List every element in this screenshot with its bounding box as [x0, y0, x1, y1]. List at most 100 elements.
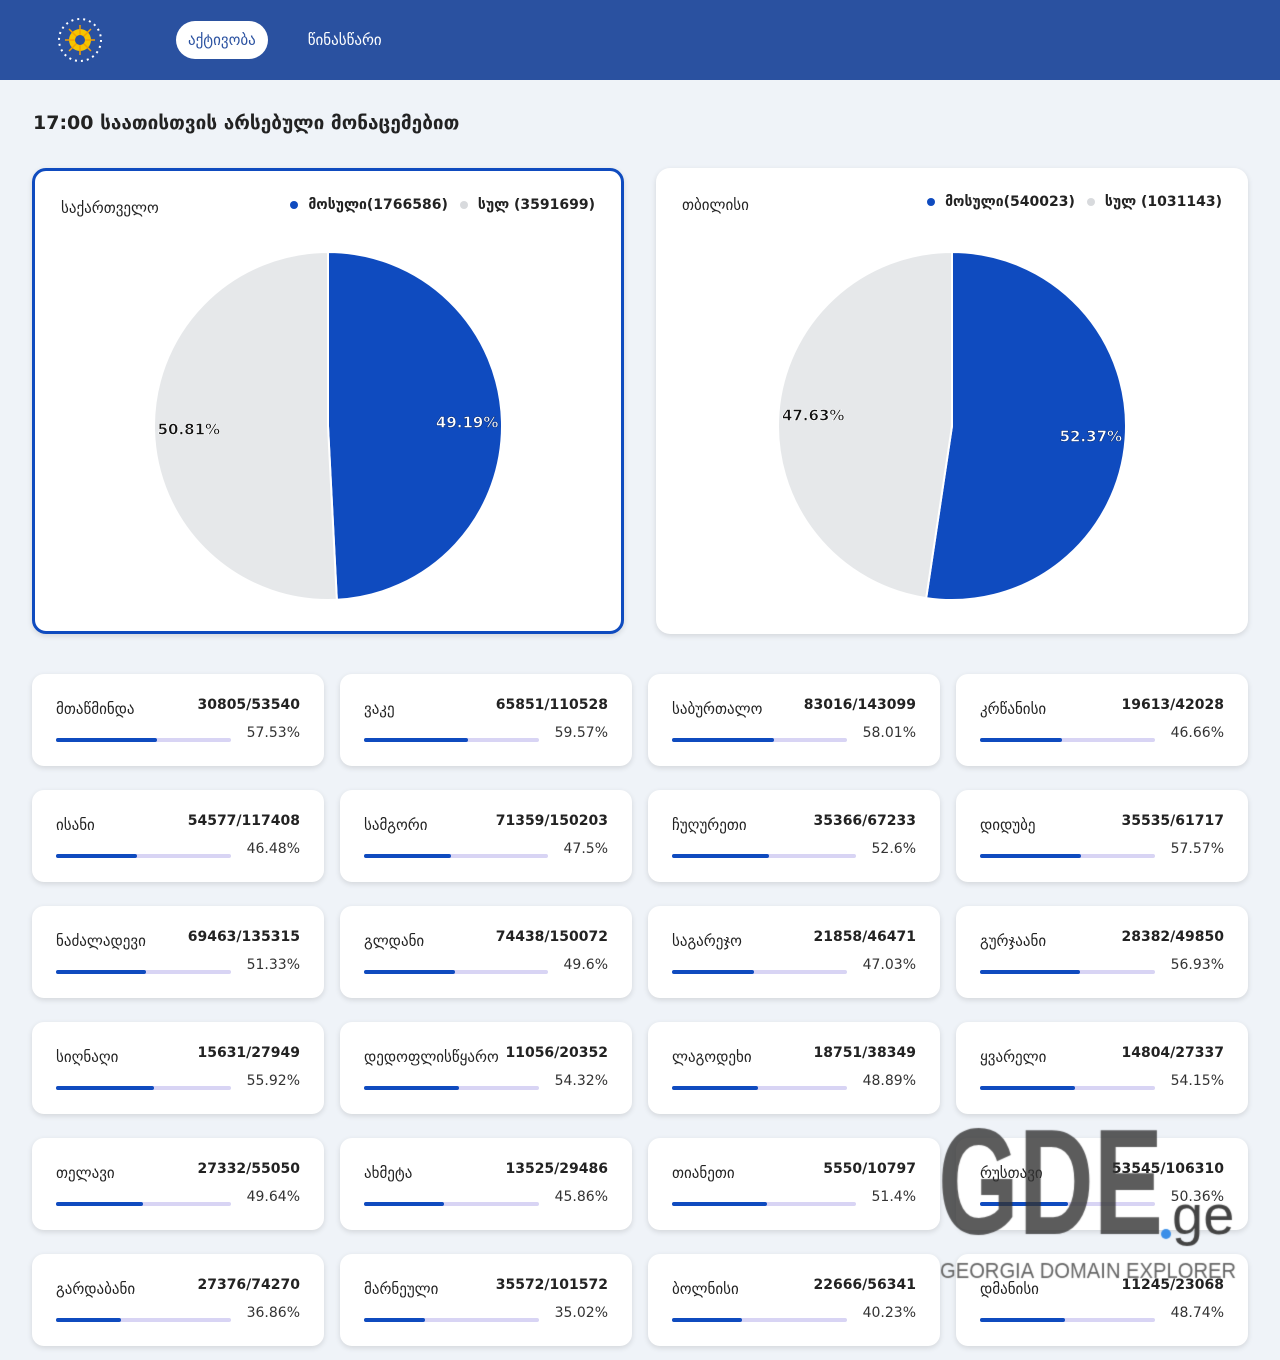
district-count: 11245/23068	[1121, 1277, 1224, 1293]
district-card[interactable]: ყვარელი 14804/27337 54.15%	[956, 1022, 1248, 1114]
district-count: 14804/27337	[1121, 1045, 1224, 1061]
pie-slice-label: 50.81%	[158, 421, 220, 439]
progress-bar	[980, 1202, 1155, 1206]
progress-fill	[980, 854, 1081, 858]
progress-bar	[672, 1318, 847, 1322]
legend-total[interactable]: სულ (1031143)	[1086, 194, 1222, 210]
district-header: რუსთავი 53545/106310	[980, 1161, 1224, 1182]
district-count: 18751/38349	[813, 1045, 916, 1061]
progress-fill	[672, 1318, 743, 1322]
district-card[interactable]: ჩუღურეთი 35366/67233 52.6%	[648, 790, 940, 882]
district-card[interactable]: გლდანი 74438/150072 49.6%	[340, 906, 632, 998]
district-percent: 57.53%	[246, 725, 300, 741]
district-header: ლაგოდეხი 18751/38349	[672, 1045, 916, 1066]
district-percent: 47.5%	[563, 841, 608, 857]
progress-fill	[980, 1086, 1075, 1090]
district-count: 69463/135315	[187, 929, 300, 945]
district-name: ვაკე	[364, 700, 395, 718]
district-name: კრწანისი	[980, 700, 1047, 718]
district-count: 35366/67233	[813, 813, 916, 829]
district-percent: 40.23%	[862, 1305, 916, 1321]
district-card[interactable]: კრწანისი 19613/42028 46.66%	[956, 674, 1248, 766]
pie-title: თბილისი	[682, 196, 749, 214]
district-count: 15631/27949	[197, 1045, 300, 1061]
district-header: ვაკე 65851/110528	[364, 697, 608, 718]
district-card[interactable]: ბოლნისი 22666/56341 40.23%	[648, 1254, 940, 1346]
district-card[interactable]: ვაკე 65851/110528 59.57%	[340, 674, 632, 766]
district-card[interactable]: რუსთავი 53545/106310 50.36%	[956, 1138, 1248, 1230]
legend-total[interactable]: სულ (3591699)	[459, 197, 595, 213]
district-card[interactable]: ნაძალადევი 69463/135315 51.33%	[32, 906, 324, 998]
progress-bar	[56, 1202, 231, 1206]
district-card[interactable]: გარდაბანი 27376/74270 36.86%	[32, 1254, 324, 1346]
tab-activity[interactable]: აქტივობა	[176, 21, 268, 59]
district-name: ლაგოდეხი	[672, 1048, 752, 1066]
legend-arrived[interactable]: მოსული(1766586)	[290, 197, 448, 213]
district-card[interactable]: სიღნაღი 15631/27949 55.92%	[32, 1022, 324, 1114]
district-header: გლდანი 74438/150072	[364, 929, 608, 950]
district-card[interactable]: სამგორი 71359/150203 47.5%	[340, 790, 632, 882]
district-card[interactable]: თიანეთი 5550/10797 51.4%	[648, 1138, 940, 1230]
district-card[interactable]: დედოფლისწყარო 11056/20352 54.32%	[340, 1022, 632, 1114]
tab-preliminary[interactable]: წინასწარი	[307, 31, 382, 49]
progress-fill	[56, 1202, 143, 1206]
progress-fill	[980, 970, 1080, 974]
district-name: ახმეტა	[364, 1164, 413, 1182]
district-card[interactable]: საგარეჯო 21858/46471 47.03%	[648, 906, 940, 998]
district-name: გარდაბანი	[56, 1280, 136, 1298]
district-card[interactable]: საბურთალო 83016/143099 58.01%	[648, 674, 940, 766]
page-title: 17:00 საათისთვის არსებული მონაცემებით	[33, 112, 460, 134]
progress-fill	[364, 1086, 460, 1090]
progress-bar	[56, 1086, 231, 1090]
district-card[interactable]: მარნეული 35572/101572 35.02%	[340, 1254, 632, 1346]
district-card[interactable]: მთაწმინდა 30805/53540 57.53%	[32, 674, 324, 766]
pie-card-georgia[interactable]: საქართველო მოსული(1766586) სულ (3591699)…	[32, 168, 624, 634]
district-percent: 52.6%	[871, 841, 916, 857]
pie-slice-label: 52.37%	[1060, 427, 1122, 445]
district-name: დედოფლისწყარო	[364, 1048, 499, 1066]
district-card[interactable]: ისანი 54577/117408 46.48%	[32, 790, 324, 882]
progress-bar	[980, 1086, 1155, 1090]
pie-card-tbilisi[interactable]: თბილისი მოსული(540023) სულ (1031143) 52.…	[656, 168, 1248, 634]
district-card[interactable]: გურჯაანი 28382/49850 56.93%	[956, 906, 1248, 998]
progress-bar	[672, 1202, 856, 1206]
cec-logo[interactable]	[56, 16, 104, 64]
district-card[interactable]: დმანისი 11245/23068 48.74%	[956, 1254, 1248, 1346]
district-count: 13525/29486	[505, 1161, 608, 1177]
district-name: სიღნაღი	[56, 1048, 119, 1066]
progress-fill	[672, 1202, 767, 1206]
progress-bar	[364, 1202, 539, 1206]
progress-fill	[56, 970, 146, 974]
district-header: სიღნაღი 15631/27949	[56, 1045, 300, 1066]
district-header: დედოფლისწყარო 11056/20352	[364, 1045, 608, 1066]
progress-bar	[672, 854, 856, 858]
district-card[interactable]: დიდუბე 35535/61717 57.57%	[956, 790, 1248, 882]
district-count: 5550/10797	[823, 1161, 916, 1177]
district-percent: 49.6%	[563, 957, 608, 973]
pie-slice[interactable]	[327, 250, 504, 601]
district-percent: 49.64%	[246, 1189, 300, 1205]
district-count: 53545/106310	[1111, 1161, 1224, 1177]
progress-bar	[980, 970, 1155, 974]
progress-bar	[56, 1318, 231, 1322]
district-name: დიდუბე	[980, 816, 1036, 834]
district-header: თიანეთი 5550/10797	[672, 1161, 916, 1182]
district-name: რუსთავი	[980, 1164, 1043, 1182]
pie-slice-label: 49.19%	[436, 413, 498, 431]
district-count: 74438/150072	[495, 929, 608, 945]
progress-bar	[980, 854, 1155, 858]
district-count: 28382/49850	[1121, 929, 1224, 945]
pie-slice-label: 47.63%	[782, 407, 844, 425]
district-count: 19613/42028	[1121, 697, 1224, 713]
pie-slice[interactable]	[777, 250, 953, 600]
district-card[interactable]: თელავი 27332/55050 49.64%	[32, 1138, 324, 1230]
district-card[interactable]: ლაგოდეხი 18751/38349 48.89%	[648, 1022, 940, 1114]
progress-fill	[56, 854, 138, 858]
pie-slice[interactable]	[925, 250, 1127, 601]
district-percent: 54.32%	[554, 1073, 608, 1089]
district-header: მთაწმინდა 30805/53540	[56, 697, 300, 718]
legend-arrived[interactable]: მოსული(540023)	[927, 194, 1075, 210]
pie-slice[interactable]	[153, 250, 338, 601]
district-card[interactable]: ახმეტა 13525/29486 45.86%	[340, 1138, 632, 1230]
district-percent: 35.02%	[554, 1305, 608, 1321]
